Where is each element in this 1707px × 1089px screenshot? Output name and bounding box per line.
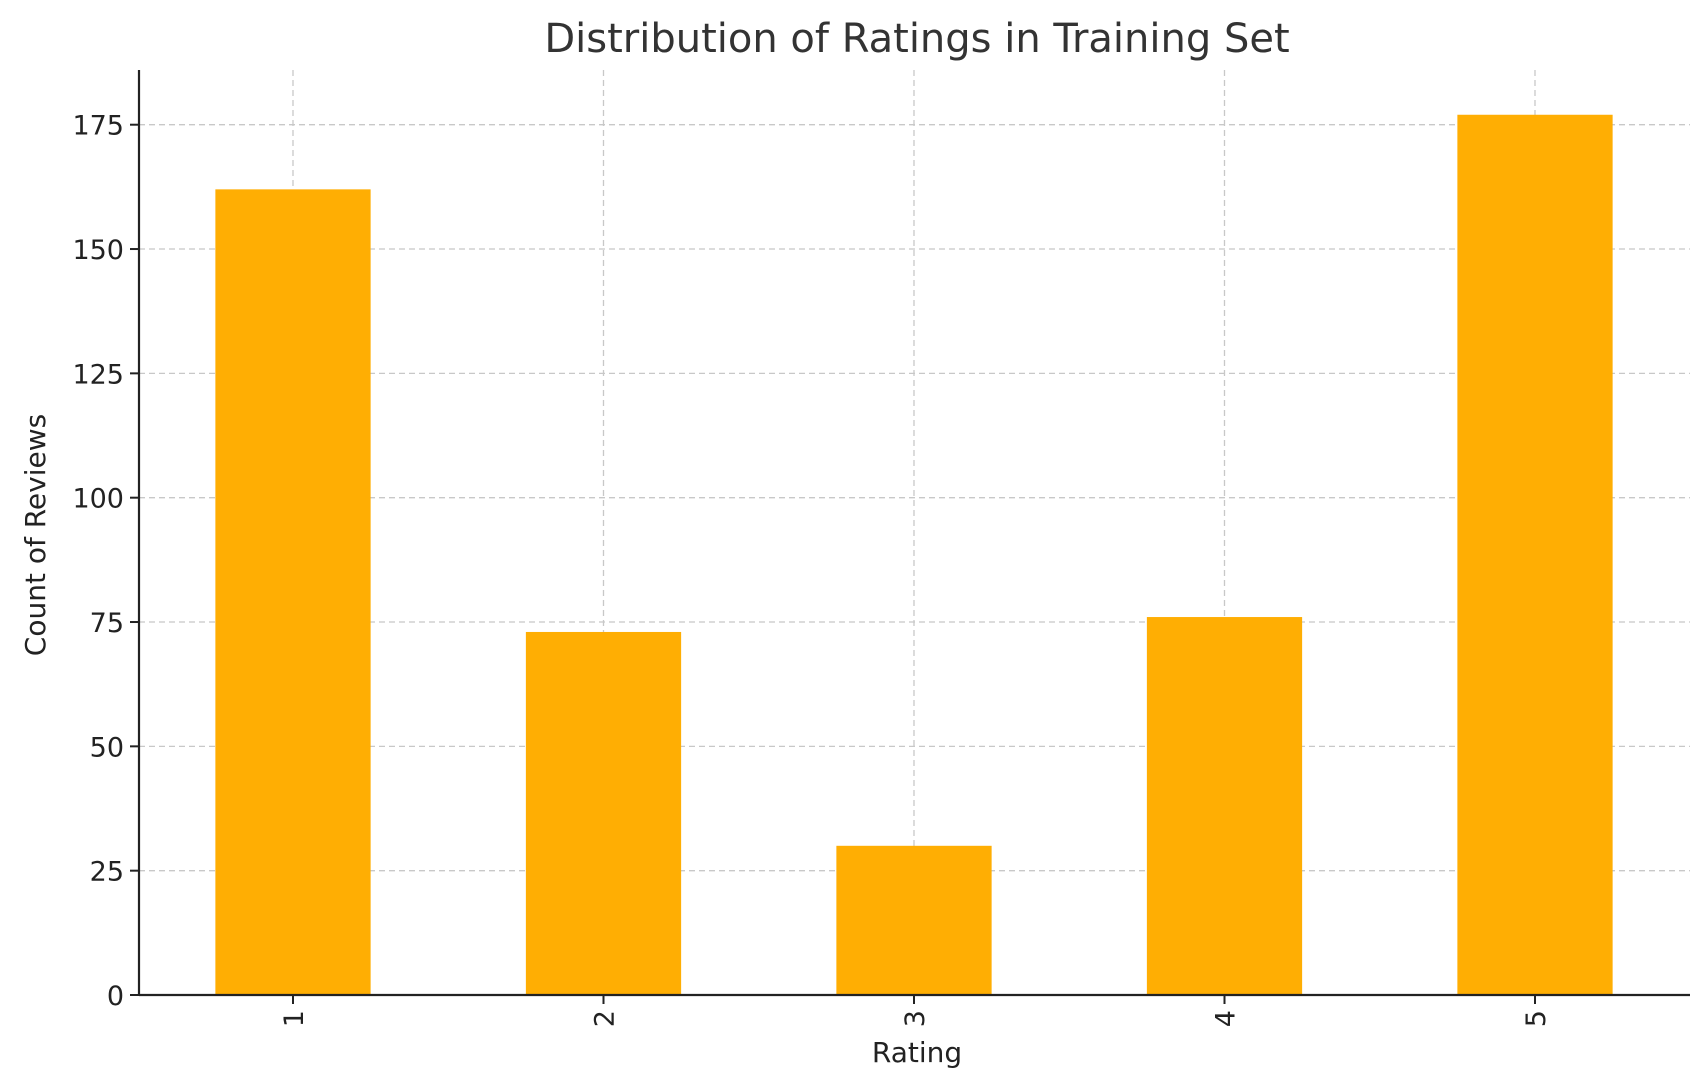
bar-rating-3 [836,845,992,995]
y-tick-label: 50 [90,732,124,763]
bars [215,114,1613,996]
bar-rating-5 [1457,114,1613,996]
bar-rating-4 [1146,617,1303,995]
x-tick-label: 3 [900,1010,931,1027]
x-axis-label: Rating [872,1036,962,1069]
x-tick-label: 2 [590,1010,621,1027]
y-tick-label: 75 [90,608,124,639]
y-tick-label: 0 [107,981,124,1012]
y-axis-label: Count of Reviews [19,414,52,656]
bar-rating-2 [525,631,682,995]
y-tick-label: 25 [90,857,124,888]
y-tick-label: 100 [72,484,124,515]
ticks: 0 25 50 75 100 125 150 175 1 2 3 4 5 [72,111,1552,1027]
y-tick-label: 150 [72,235,124,266]
chart-title: Distribution of Ratings in Training Set [544,16,1289,62]
bar-rating-1 [215,189,371,995]
y-tick-label: 125 [72,359,124,390]
x-tick-label: 5 [1521,1010,1552,1027]
x-tick-label: 4 [1211,1010,1242,1027]
y-tick-label: 175 [72,111,124,142]
x-tick-label: 1 [279,1010,310,1027]
